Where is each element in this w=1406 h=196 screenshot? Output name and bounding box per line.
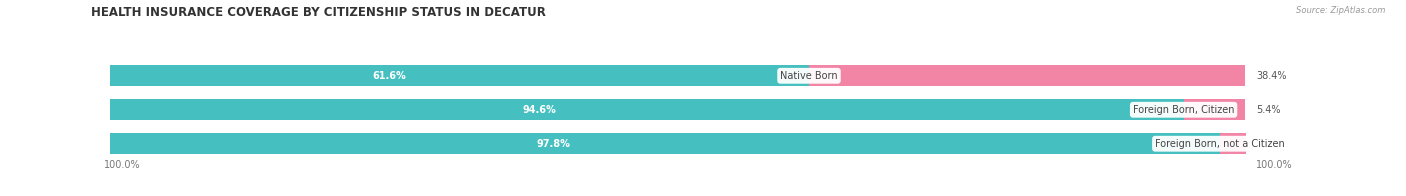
Text: 97.8%: 97.8% [537,139,571,149]
Bar [110,99,1184,120]
Text: 100.0%: 100.0% [1256,160,1294,170]
Bar [110,133,1220,154]
Bar [110,65,808,86]
Text: 2.3%: 2.3% [1257,139,1282,149]
Text: Native Born: Native Born [780,71,838,81]
Bar [110,133,1244,154]
Text: 5.4%: 5.4% [1256,105,1281,115]
Bar [110,99,1244,120]
Text: 94.6%: 94.6% [523,105,557,115]
Bar [1220,133,1246,154]
Text: 61.6%: 61.6% [373,71,406,81]
Text: Source: ZipAtlas.com: Source: ZipAtlas.com [1295,6,1385,15]
Bar [1184,99,1244,120]
Text: Foreign Born, Citizen: Foreign Born, Citizen [1133,105,1234,115]
Text: 38.4%: 38.4% [1256,71,1286,81]
Text: 100.0%: 100.0% [104,160,141,170]
Bar [808,65,1244,86]
Text: Foreign Born, not a Citizen: Foreign Born, not a Citizen [1156,139,1285,149]
Bar [110,65,1244,86]
Text: HEALTH INSURANCE COVERAGE BY CITIZENSHIP STATUS IN DECATUR: HEALTH INSURANCE COVERAGE BY CITIZENSHIP… [91,6,547,19]
